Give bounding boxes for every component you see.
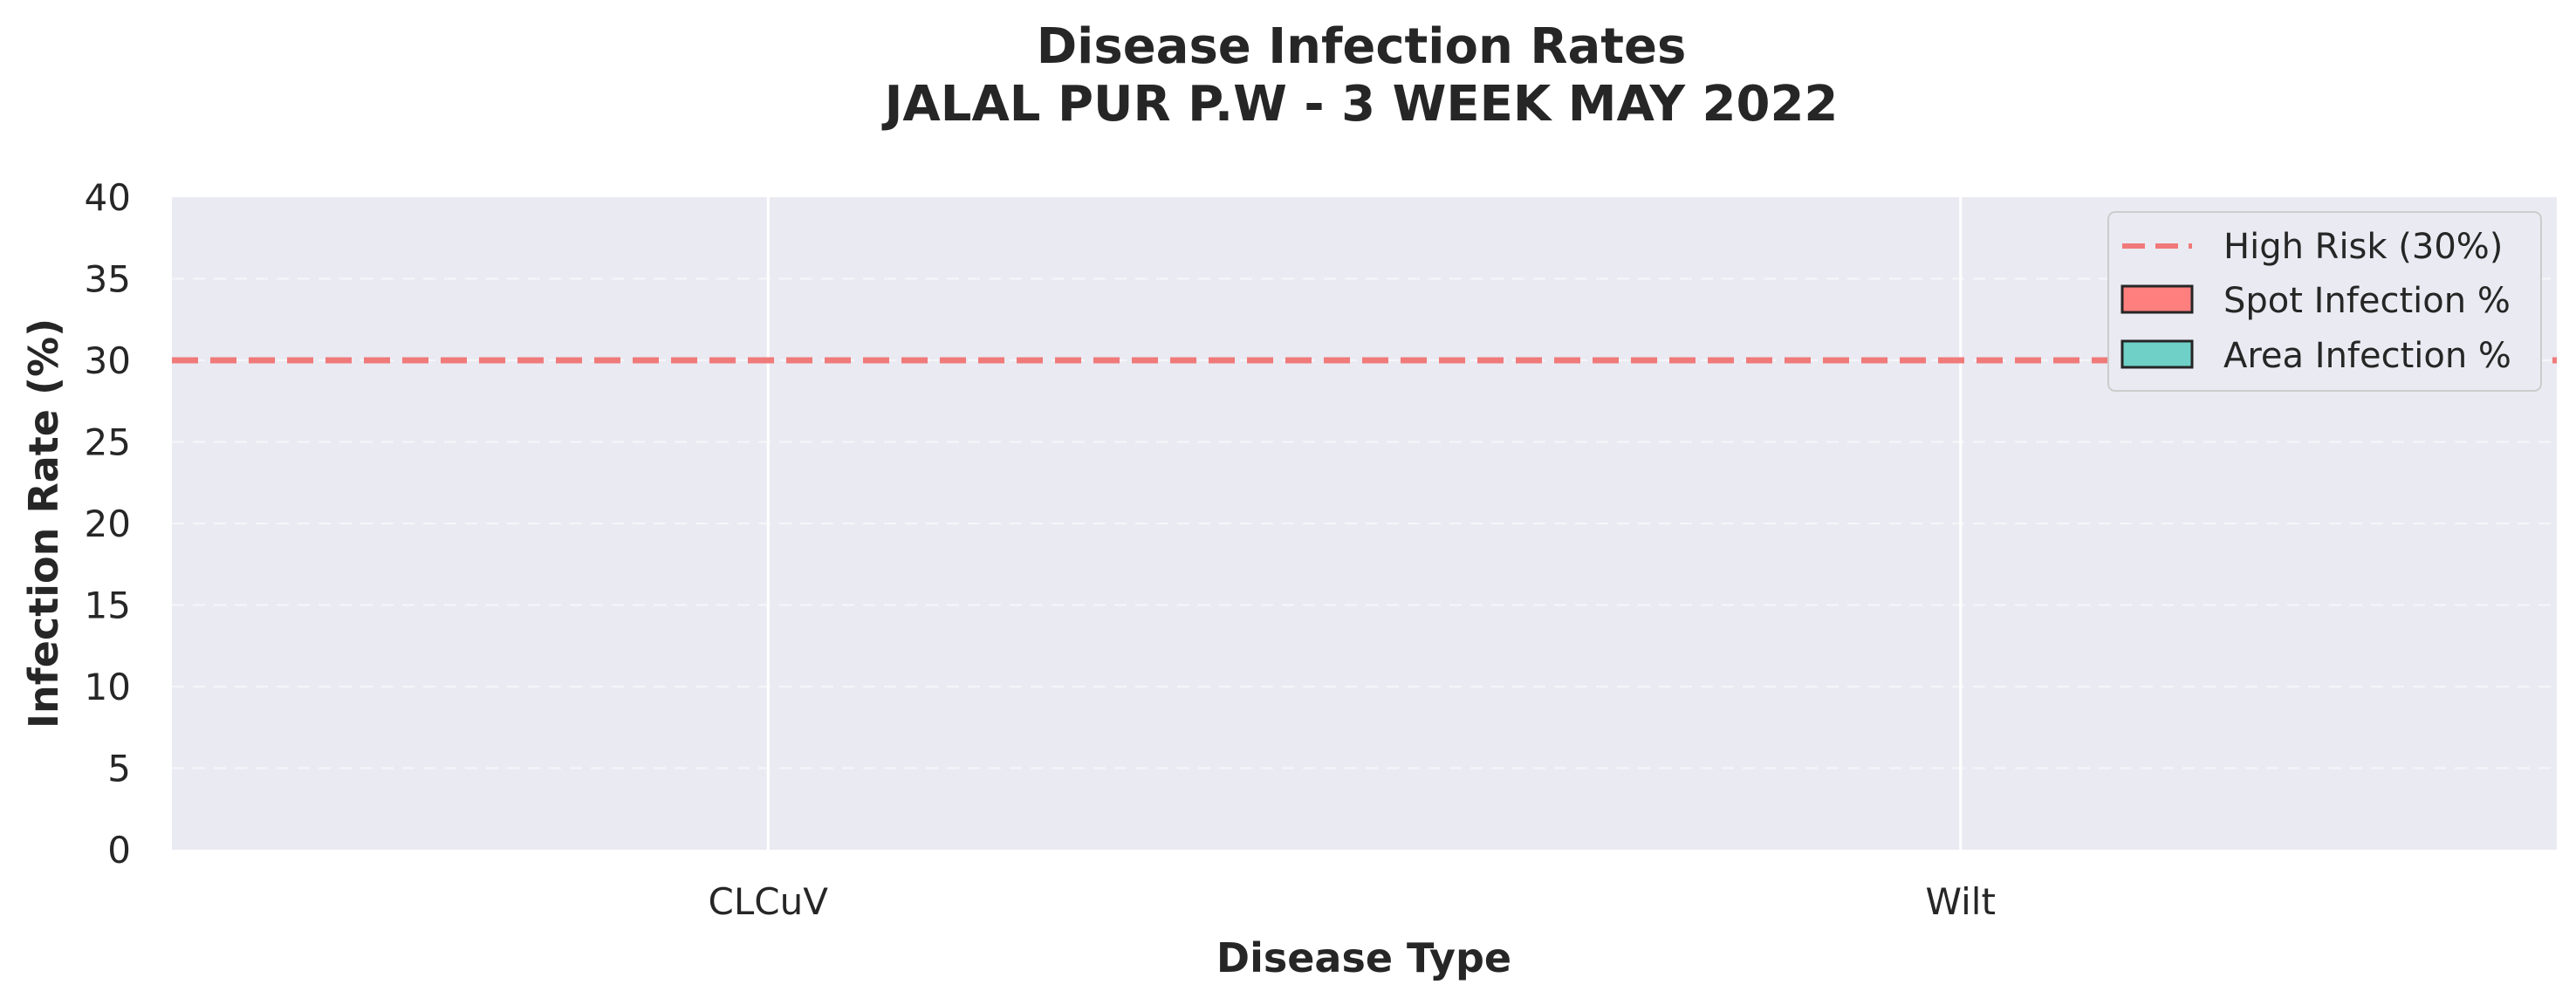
x-tick-labels: CLCuV Wilt [709, 880, 1996, 923]
y-tick-label: 20 [85, 502, 131, 545]
chart-subtitle: JALAL PUR P.W - 3 WEEK MAY 2022 [881, 76, 1839, 133]
y-tick-label: 35 [85, 258, 131, 301]
y-tick-label: 5 [107, 748, 131, 790]
x-axis-label: Disease Type [1216, 934, 1511, 981]
x-gridlines [766, 197, 1963, 850]
y-tick-label: 10 [85, 666, 131, 708]
y-tick-label: 0 [107, 829, 131, 872]
legend-area-swatch [2120, 339, 2194, 369]
legend-spot-label: Spot Infection % [2223, 281, 2511, 321]
y-tick-label: 30 [85, 339, 131, 382]
x-tick-label: Wilt [1926, 880, 1996, 923]
legend: High Risk (30%) Spot Infection % Area In… [2107, 211, 2542, 392]
y-tick-label: 25 [85, 421, 131, 464]
y-tick-label: 40 [85, 176, 131, 219]
y-tick-label: 15 [85, 585, 131, 627]
y-tick-labels: 0 5 10 15 20 25 30 35 40 [85, 176, 131, 872]
y-axis-label: Infection Rate (%) [20, 318, 67, 728]
legend-box [2107, 211, 2542, 392]
chart-title: Disease Infection Rates [1037, 18, 1687, 75]
legend-high-risk-label: High Risk (30%) [2223, 227, 2503, 267]
legend-spot-swatch [2120, 284, 2194, 314]
legend-area-label: Area Infection % [2223, 336, 2511, 376]
x-tick-label: CLCuV [709, 880, 829, 923]
